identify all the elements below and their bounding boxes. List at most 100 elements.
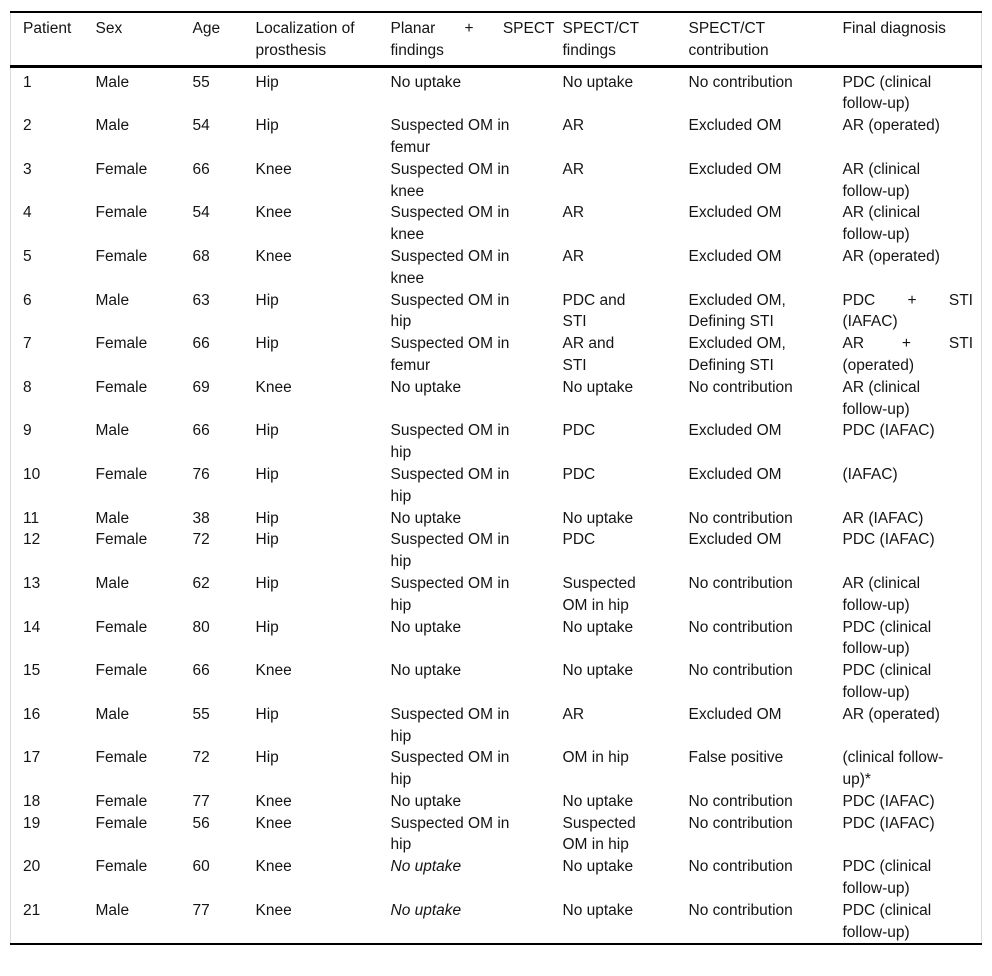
cell-line: No contribution: [688, 858, 793, 876]
cell-line: 20: [23, 858, 41, 876]
table-row: 14 Female 80 Hip No uptake No uptake No contri…: [11, 617, 982, 661]
cell-line: Hip: [255, 465, 279, 483]
cell-planar-spect-findings: Suspected OM in hip: [391, 290, 563, 334]
table-row: 16 Male 55 Hip Suspected OM in hip AR Excluded …: [11, 704, 982, 748]
cell-final-diagnosis: PDC (clinical follow-up): [843, 900, 982, 945]
cell-line: 21: [23, 901, 41, 919]
cell-spect-ct-findings: AR: [563, 202, 689, 246]
cell-line: Female: [95, 662, 148, 680]
cell-final-diagnosis: AR (clinical follow-up): [843, 377, 982, 421]
cell-spect-ct-findings: No uptake: [563, 377, 689, 421]
column-header-final-diagnosis: Final diagnosis: [843, 12, 982, 66]
cell-localization: Hip: [256, 115, 391, 159]
cell-final-diagnosis: PDC (IAFAC): [843, 420, 982, 464]
cell-line: 3: [23, 160, 32, 178]
cell-line: follow-up): [842, 400, 910, 418]
cell-line: Knee: [255, 378, 292, 396]
cell-spect-ct-contribution: No contribution: [689, 617, 843, 661]
cell-final-diagnosis: PDC (IAFAC): [843, 791, 982, 813]
cell-planar-spect-findings: Suspected OM in hip: [391, 573, 563, 617]
cell-final-diagnosis: PDC + STI (IAFAC): [843, 290, 982, 334]
cell-line: 2: [23, 117, 32, 135]
cell-line: hip: [390, 727, 412, 745]
cell-line: 66: [192, 422, 210, 440]
cell-line: No uptake: [562, 618, 634, 636]
cell-patient: 10: [11, 464, 96, 508]
cell-sex: Male: [96, 573, 193, 617]
cell-line: 72: [192, 531, 210, 549]
cell-line: (IAFAC): [842, 313, 898, 331]
cell-line: Male: [95, 291, 130, 309]
cell-spect-ct-contribution: Excluded OM: [689, 246, 843, 290]
cell-line: 9: [23, 422, 32, 440]
cell-spect-ct-contribution: Excluded OM: [689, 420, 843, 464]
cell-line: AR: [562, 705, 585, 723]
cell-line: No uptake: [390, 509, 462, 527]
cell-localization: Hip: [256, 464, 391, 508]
cell-patient: 3: [11, 159, 96, 203]
cell-line: Suspected OM in: [390, 422, 510, 440]
cell-spect-ct-contribution: Excluded OM: [689, 704, 843, 748]
cell-final-diagnosis: AR (clinical follow-up): [843, 202, 982, 246]
cell-line: follow-up): [842, 226, 910, 244]
cell-line: hip: [390, 553, 412, 571]
cell-line: Suspected: [562, 574, 636, 592]
cell-spect-ct-contribution: No contribution: [689, 508, 843, 530]
cell-age: 60: [193, 856, 256, 900]
table-header: Patient Sex Age Localization of prosthesis Pl…: [10, 12, 982, 67]
cell-age: 66: [193, 159, 256, 203]
cell-line: AR: [562, 117, 585, 135]
cell-spect-ct-contribution: No contribution: [689, 66, 843, 115]
cell-line: PDC (IAFAC): [842, 814, 935, 832]
cell-localization: Hip: [256, 529, 391, 573]
cell-line: Excluded OM: [688, 705, 782, 723]
cell-line: Hip: [255, 335, 279, 353]
cell-line: hip: [390, 487, 412, 505]
cell-line: Knee: [255, 792, 292, 810]
cell-spect-ct-findings: No uptake: [563, 791, 689, 813]
cell-line: No uptake: [562, 73, 634, 91]
cell-line: PDC (clinical: [842, 618, 932, 636]
cell-final-diagnosis: AR (operated): [843, 704, 982, 748]
cell-sex: Female: [96, 791, 193, 813]
cell-line: Excluded OM: [688, 117, 782, 135]
cell-line: Excluded OM,: [688, 335, 786, 353]
cell-line: 19: [23, 814, 41, 832]
cell-line: Suspected OM in: [390, 291, 510, 309]
cell-spect-ct-contribution: Excluded OM: [689, 202, 843, 246]
cell-spect-ct-findings: No uptake: [563, 856, 689, 900]
cell-final-diagnosis: AR (IAFAC): [843, 508, 982, 530]
cell-line: No contribution: [688, 509, 793, 527]
cell-spect-ct-findings: PDC: [563, 420, 689, 464]
cell-localization: Hip: [256, 704, 391, 748]
cell-line: No uptake: [390, 73, 462, 91]
cell-line: (IAFAC): [842, 465, 898, 483]
cell-line: Hip: [255, 531, 279, 549]
cell-line: AR: [562, 160, 585, 178]
cell-sex: Female: [96, 813, 193, 857]
cell-line: Hip: [255, 574, 279, 592]
cell-final-diagnosis: AR (clinical follow-up): [843, 159, 982, 203]
cell-planar-spect-findings: No uptake: [391, 791, 563, 813]
cell-age: 80: [193, 617, 256, 661]
cell-line: PDC (IAFAC): [842, 531, 935, 549]
cell-line: No contribution: [688, 901, 793, 919]
cell-line: (clinical follow-: [842, 749, 944, 767]
cell-line: prosthesis: [255, 41, 327, 59]
cell-final-diagnosis: PDC (clinical follow-up): [843, 617, 982, 661]
cell-age: 63: [193, 290, 256, 334]
cell-line: PDC: [562, 531, 596, 549]
cell-line: Excluded OM: [688, 531, 782, 549]
cell-line: follow-up): [842, 95, 910, 113]
cell-line: OM in hip: [562, 749, 629, 767]
cell-line: 17: [23, 749, 41, 767]
cell-line: Female: [95, 618, 148, 636]
cell-line: knee: [390, 182, 425, 200]
cell-localization: Hip: [256, 573, 391, 617]
cell-line: Female: [95, 204, 148, 222]
table-row: 9 Male 66 Hip Suspected OM in hip PDC Excluded …: [11, 420, 982, 464]
cell-final-diagnosis: PDC (clinical follow-up): [843, 856, 982, 900]
cell-line: hip: [390, 836, 412, 854]
cell-line: Suspected OM in: [390, 335, 510, 353]
cell-line: Excluded OM: [688, 160, 782, 178]
